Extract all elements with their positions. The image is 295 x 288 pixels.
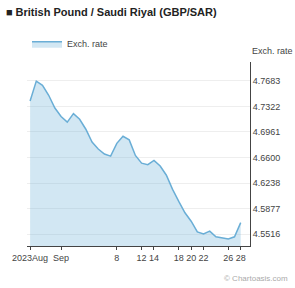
svg-text:2023Aug: 2023Aug: [12, 253, 48, 263]
svg-text:12: 12: [137, 253, 147, 263]
svg-text:4.7683: 4.7683: [253, 76, 281, 86]
svg-text:© Chartoasis.com: © Chartoasis.com: [224, 274, 288, 283]
svg-text:8: 8: [114, 253, 119, 263]
svg-text:■ British Pound / Saudi Riyal: ■ British Pound / Saudi Riyal (GBP/SAR): [6, 6, 217, 18]
svg-text:4.6961: 4.6961: [253, 127, 281, 137]
svg-text:Exch. rate: Exch. rate: [252, 46, 293, 56]
svg-text:14: 14: [149, 253, 159, 263]
svg-text:18: 18: [174, 253, 184, 263]
svg-text:4.5877: 4.5877: [253, 204, 281, 214]
svg-text:20: 20: [186, 253, 196, 263]
svg-text:Sep: Sep: [53, 253, 69, 263]
svg-text:4.6600: 4.6600: [253, 153, 281, 163]
svg-text:28: 28: [236, 253, 246, 263]
svg-text:4.6238: 4.6238: [253, 178, 281, 188]
svg-text:22: 22: [199, 253, 209, 263]
svg-text:26: 26: [223, 253, 233, 263]
svg-text:4.5516: 4.5516: [253, 229, 281, 239]
svg-text:Exch. rate: Exch. rate: [67, 39, 108, 49]
svg-text:4.7322: 4.7322: [253, 102, 281, 112]
